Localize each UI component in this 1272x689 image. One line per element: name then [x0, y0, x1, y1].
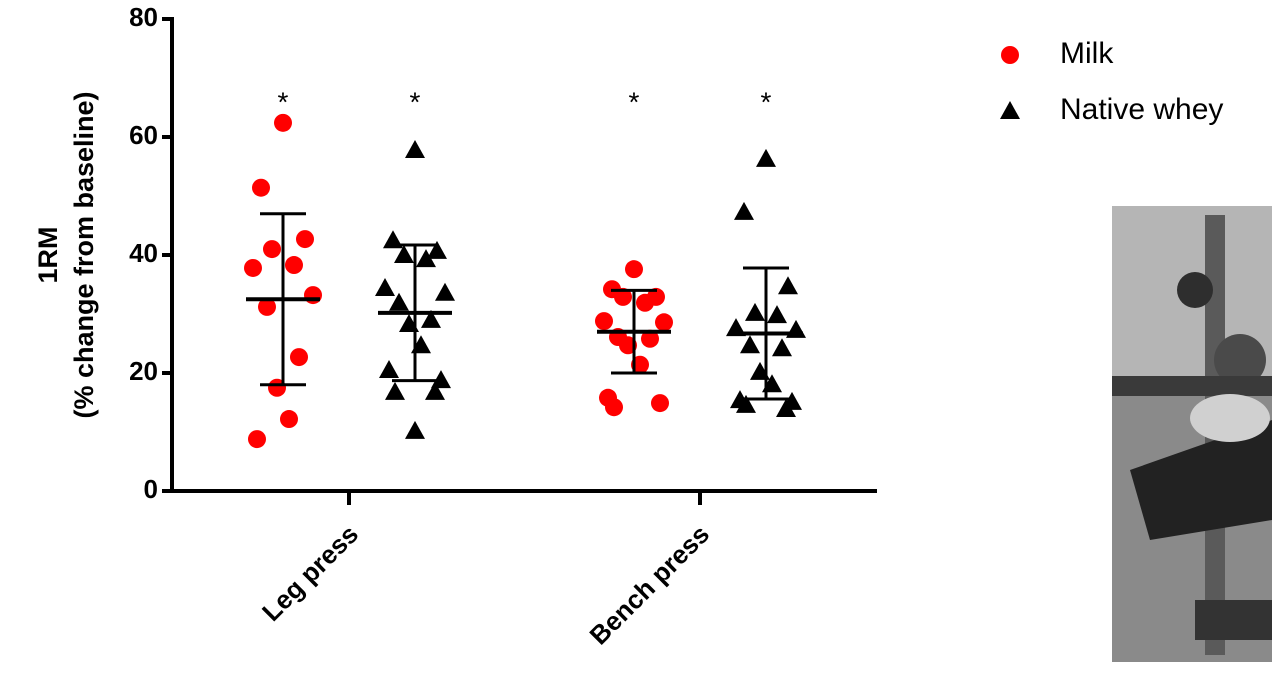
- legend-marker: [1001, 46, 1019, 64]
- data-point: [655, 313, 673, 331]
- data-point: [636, 294, 654, 312]
- data-point: [625, 260, 643, 278]
- data-point: [767, 305, 787, 323]
- y-tick-label: 20: [129, 356, 158, 386]
- significance-mark: *: [761, 86, 772, 117]
- photo: [1112, 206, 1272, 662]
- data-point: [379, 360, 399, 378]
- data-point: [745, 303, 765, 321]
- significance-mark: *: [629, 86, 640, 117]
- data-point: [280, 410, 298, 428]
- data-point: [244, 259, 262, 277]
- data-point: [375, 278, 395, 296]
- y-tick-label: 0: [144, 474, 158, 504]
- y-tick-label: 40: [129, 238, 158, 268]
- data-point: [263, 240, 281, 258]
- data-point: [435, 283, 455, 301]
- y-tick-label: 80: [129, 2, 158, 32]
- data-point: [778, 276, 798, 294]
- significance-mark: *: [278, 86, 289, 117]
- chart: 0 20 40 60 80 1RM(% change from baseline) Leg …: [0, 0, 1272, 684]
- data-point: [756, 149, 776, 167]
- y-axis-label: 1RM: [33, 226, 63, 283]
- data-point: [734, 202, 754, 220]
- data-point: [252, 179, 270, 197]
- data-point: [296, 230, 314, 248]
- x-tick-label: Leg press: [256, 519, 364, 627]
- legend-label: Milk: [1060, 37, 1114, 70]
- data-point: [290, 348, 308, 366]
- x-tick-label: Bench press: [584, 519, 716, 651]
- data-point: [385, 382, 405, 400]
- data-point: [605, 398, 623, 416]
- significance-mark: *: [410, 86, 421, 117]
- data-point: [285, 256, 303, 274]
- data-point: [595, 312, 613, 330]
- data-point: [740, 335, 760, 353]
- legend-marker: [1000, 101, 1020, 119]
- data-point: [405, 140, 425, 158]
- y-axis-label: (% change from baseline): [69, 91, 99, 418]
- data-point: [405, 421, 425, 439]
- data-point: [248, 430, 266, 448]
- y-tick-label: 60: [129, 120, 158, 150]
- data-point: [304, 286, 322, 304]
- legend-label: Native whey: [1060, 93, 1223, 126]
- data-point: [772, 338, 792, 356]
- data-point: [651, 394, 669, 412]
